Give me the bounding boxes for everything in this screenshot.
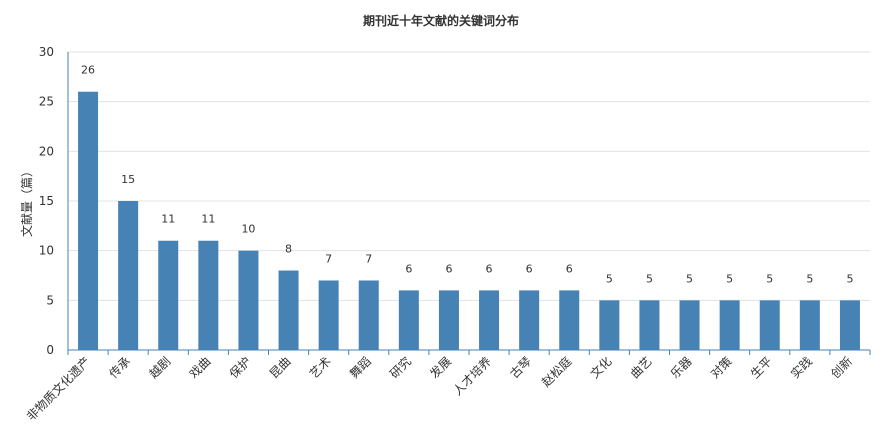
bar [278, 270, 299, 350]
y-tick-label: 25 [39, 95, 54, 109]
x-tick-label: 创新 [827, 354, 855, 382]
data-label: 5 [766, 272, 773, 285]
bar [118, 201, 139, 350]
x-tick-label: 传承 [106, 354, 134, 382]
bar [719, 300, 740, 350]
data-label: 5 [846, 272, 853, 285]
bar [438, 290, 459, 350]
y-axis-label: 文献量（篇） [19, 165, 34, 237]
data-label: 6 [445, 262, 452, 275]
data-label: 11 [161, 213, 175, 226]
x-tick-label: 赵松庭 [538, 354, 574, 390]
y-axis-ticks: 0 5 10 15 20 25 30 [39, 45, 54, 357]
bar [198, 240, 219, 350]
y-tick-label: 15 [39, 194, 54, 208]
data-label: 6 [526, 262, 533, 275]
bar [158, 240, 179, 350]
y-tick-label: 0 [46, 343, 54, 357]
data-label: 5 [646, 272, 653, 285]
data-label: 8 [285, 243, 292, 256]
bar [479, 290, 500, 350]
bar [599, 300, 620, 350]
data-labels: 26 15 11 11 10 8 7 7 6 6 6 6 6 5 5 5 5 5 5 5 [81, 64, 853, 286]
bar [78, 91, 99, 350]
bar [318, 280, 339, 350]
data-label: 6 [486, 262, 493, 275]
chart-title: 期刊近十年文献的关键词分布 [363, 13, 519, 28]
data-label: 6 [405, 262, 412, 275]
x-tick-label: 文化 [587, 354, 615, 382]
bar [679, 300, 700, 350]
x-tick-label: 非物质文化遗产 [23, 354, 93, 424]
bar [759, 300, 780, 350]
x-tick-label: 古琴 [507, 354, 535, 382]
data-label: 11 [201, 213, 215, 226]
bar [799, 300, 820, 350]
data-label: 7 [365, 252, 372, 265]
bar [639, 300, 660, 350]
x-tick-label: 乐器 [668, 354, 695, 381]
x-tick-label: 艺术 [307, 354, 334, 381]
bars [78, 91, 860, 350]
y-tick-label: 30 [39, 45, 54, 59]
bar [519, 290, 540, 350]
data-label: 7 [325, 252, 332, 265]
x-tick-label: 对策 [708, 354, 735, 381]
bar [559, 290, 580, 350]
gridlines [68, 51, 870, 301]
bar [398, 290, 419, 350]
x-tick-label: 人才培养 [450, 354, 495, 399]
x-tick-label: 舞蹈 [347, 354, 374, 381]
x-tick-label: 研究 [386, 354, 414, 382]
data-label: 6 [566, 262, 573, 275]
x-tick-label: 实践 [787, 354, 815, 382]
y-tick-label: 10 [39, 244, 54, 258]
bar [839, 300, 860, 350]
bar [238, 250, 259, 350]
data-label: 15 [121, 173, 135, 186]
x-tick-label: 曲艺 [628, 354, 655, 381]
x-tick-label: 戏曲 [187, 354, 214, 381]
y-tick-label: 20 [39, 144, 54, 158]
data-label: 5 [806, 272, 813, 285]
x-tick-label: 生平 [748, 354, 775, 381]
data-label: 5 [686, 272, 693, 285]
data-label: 5 [606, 272, 613, 285]
x-tick-label: 昆曲 [267, 354, 294, 381]
data-label: 10 [241, 223, 255, 236]
x-tick-label: 保护 [227, 354, 254, 381]
x-tick-label: 越剧 [146, 354, 173, 381]
data-label: 5 [726, 272, 733, 285]
x-tick-label: 发展 [426, 354, 454, 382]
bar [358, 280, 379, 350]
data-label: 26 [81, 64, 95, 77]
y-tick-label: 5 [46, 293, 54, 307]
